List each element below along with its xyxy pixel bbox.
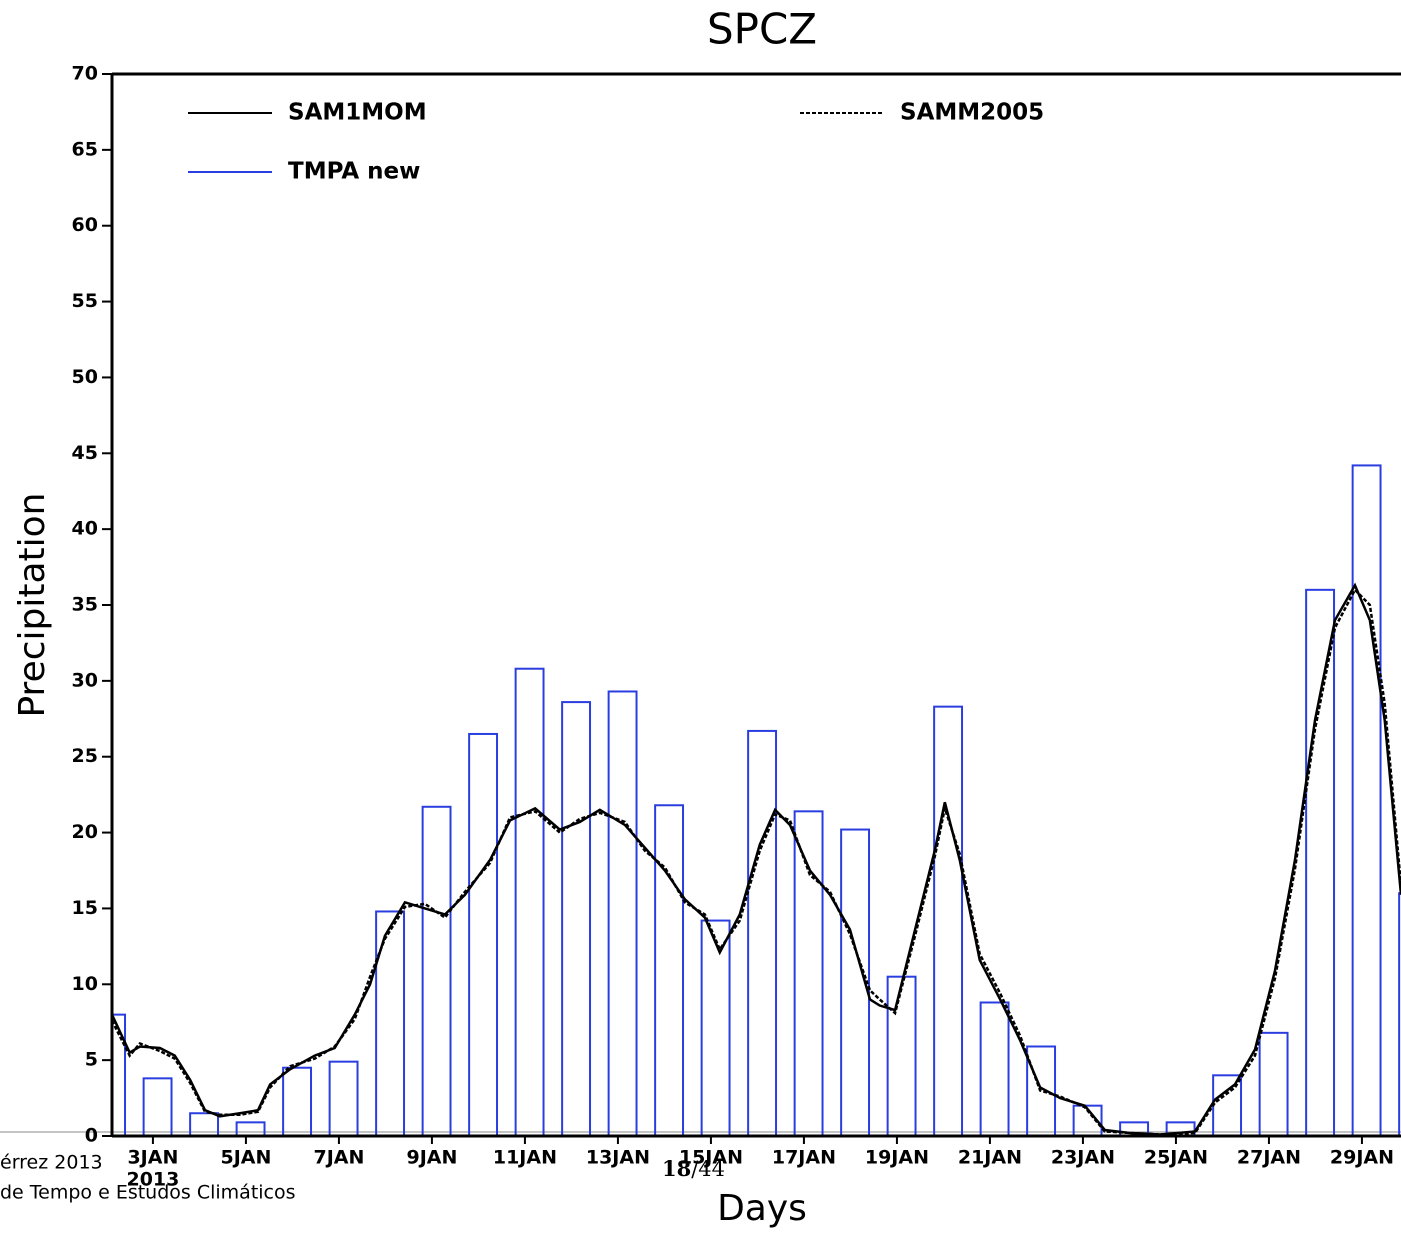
page-total: /44: [691, 1157, 725, 1181]
bar: [189, 1112, 220, 1136]
y-tick-label: 0: [85, 1125, 98, 1147]
y-tick-label: 65: [72, 138, 98, 160]
line-series: [112, 582, 1401, 1136]
plot-area: [112, 464, 1401, 1136]
page-number: 18/44: [662, 1156, 725, 1181]
y-tick-label: 15: [72, 897, 98, 919]
x-tick-label: 23JAN: [1051, 1147, 1115, 1169]
bar: [375, 910, 406, 1136]
bar: [793, 810, 824, 1136]
bar: [235, 1121, 266, 1136]
x-tick-label: 3JAN: [127, 1147, 178, 1169]
bar: [979, 1001, 1010, 1136]
bar: [840, 828, 871, 1136]
x-tick-label: 7JAN: [313, 1147, 364, 1169]
bar: [747, 729, 778, 1136]
bar: [468, 732, 499, 1136]
y-tick-label: 45: [72, 442, 98, 464]
bar: [933, 705, 964, 1136]
y-tick-label: 30: [72, 669, 98, 691]
bar: [328, 1060, 359, 1136]
page-current: 18: [662, 1156, 691, 1181]
x-axis-label: Days: [717, 1188, 807, 1229]
y-tick-label: 5: [85, 1049, 98, 1071]
line-series: [112, 587, 1401, 1136]
bar: [282, 1066, 313, 1136]
y-tick-label: 50: [72, 366, 98, 388]
bar: [1305, 588, 1336, 1136]
bar: [654, 804, 685, 1136]
x-tick-label: 25JAN: [1144, 1147, 1208, 1169]
legend-label: SAM1MOM: [288, 100, 427, 126]
legend-label: TMPA new: [288, 159, 420, 185]
bar: [607, 690, 638, 1136]
y-tick-label: 25: [72, 745, 98, 767]
bar: [112, 1013, 127, 1136]
y-tick-label: 35: [72, 594, 98, 616]
x-tick-label: 15JAN: [679, 1147, 743, 1169]
x-tick-label: 13JAN: [586, 1147, 650, 1169]
y-tick-label: 40: [72, 518, 98, 540]
bar: [1258, 1031, 1289, 1136]
y-tick-label: 70: [72, 63, 98, 85]
y-tick-label: 60: [72, 214, 98, 236]
footer-author: érrez 2013: [0, 1152, 103, 1174]
y-axis-label: Precipitation: [12, 492, 53, 717]
x-tick-label: 11JAN: [493, 1147, 557, 1169]
x-tick-year: 2013: [126, 1169, 179, 1191]
footer-institution: de Tempo e Estudos Climáticos: [0, 1182, 296, 1204]
bar: [1351, 464, 1382, 1136]
x-tick-label: 9JAN: [406, 1147, 457, 1169]
y-tick-label: 20: [72, 821, 98, 843]
y-tick-label: 10: [72, 973, 98, 995]
bar: [142, 1077, 173, 1136]
bar: [886, 975, 917, 1136]
x-tick-label: 21JAN: [958, 1147, 1022, 1169]
x-tick-label: 5JAN: [220, 1147, 271, 1169]
x-tick-label: 19JAN: [865, 1147, 929, 1169]
x-tick-label: 17JAN: [772, 1147, 836, 1169]
x-tick-label: 27JAN: [1237, 1147, 1301, 1169]
legend-label: SAMM2005: [900, 100, 1044, 126]
x-tick-label: 29JAN: [1330, 1147, 1394, 1169]
bar: [421, 805, 452, 1136]
bar: [514, 667, 545, 1136]
bar: [561, 701, 592, 1136]
y-tick-label: 55: [72, 290, 98, 312]
chart-title: SPCZ: [707, 5, 817, 54]
bar: [700, 919, 731, 1136]
bar: [1398, 892, 1401, 1136]
